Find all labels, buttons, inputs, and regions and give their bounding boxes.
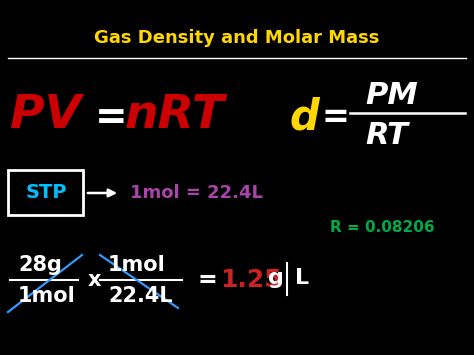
Text: 28g: 28g [18, 255, 62, 275]
Text: STP: STP [25, 184, 67, 202]
Text: RT: RT [365, 120, 408, 149]
Text: nRT: nRT [125, 93, 225, 137]
Bar [8, 170, 83, 215]
Text: 1.25: 1.25 [220, 268, 282, 292]
Text: 1mol: 1mol [18, 286, 76, 306]
Text: =: = [322, 102, 350, 135]
Text: PM: PM [365, 81, 418, 109]
Text: =: = [198, 268, 218, 292]
Text: =: = [95, 99, 128, 137]
Text: L: L [295, 268, 309, 288]
Text: g: g [268, 268, 284, 288]
Text: 1mol: 1mol [108, 255, 166, 275]
Text: Gas Density and Molar Mass: Gas Density and Molar Mass [94, 29, 380, 47]
Text: PV: PV [10, 93, 81, 137]
Text: 1mol = 22.4L: 1mol = 22.4L [130, 184, 263, 202]
Text: x: x [88, 270, 101, 290]
Text: R = 0.08206: R = 0.08206 [330, 220, 435, 235]
Text: d: d [290, 97, 320, 139]
Text: 22.4L: 22.4L [108, 286, 173, 306]
